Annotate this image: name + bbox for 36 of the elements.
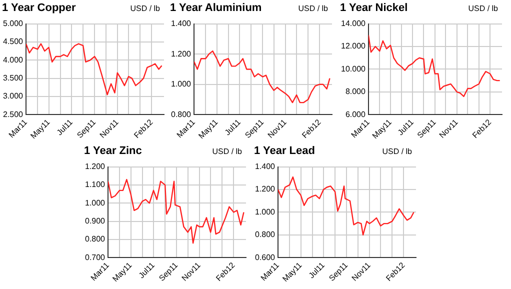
chart-title: 1 Year Nickel (340, 2, 408, 14)
y-axis-title: USD / lb (382, 147, 412, 156)
y-axis-title: USD / lb (298, 4, 328, 13)
y-tick-label: 0.900 (84, 216, 106, 226)
y-tick-label: 5.000 (2, 19, 24, 28)
y-axis-title: USD / lb (212, 147, 242, 156)
y-tick-label: 4.500 (2, 37, 24, 46)
chart-title: 1 Year Copper (2, 2, 76, 14)
y-tick-label: 1.400 (170, 19, 192, 28)
y-tick-label: 4.000 (2, 55, 24, 64)
chart-title: 1 Year Zinc (84, 145, 142, 157)
y-tick-label: 10.000 (341, 64, 366, 74)
y-tick-label: 0.800 (84, 234, 106, 244)
y-tick-label: 1.000 (170, 80, 192, 89)
y-tick-label: 1.100 (84, 180, 106, 190)
y-tick-label: 3.500 (2, 74, 24, 83)
y-tick-label: 0.700 (84, 252, 106, 262)
y-tick-label: 0.800 (254, 230, 276, 240)
y-tick-label: 8.000 (345, 87, 366, 96)
y-tick-label: 1.200 (170, 49, 192, 58)
y-tick-label: 1.000 (84, 198, 106, 208)
y-tick-label: 1.200 (84, 162, 106, 172)
y-axis-title: USD / lb (130, 4, 160, 13)
y-tick-label: 6.000 (345, 110, 366, 119)
y-tick-label: 2.500 (2, 110, 24, 119)
y-tick-label: 1.200 (254, 184, 276, 194)
y-axis-title: USD / lb (468, 4, 498, 13)
y-tick-label: 0.600 (254, 252, 276, 262)
y-tick-label: 12.000 (341, 42, 366, 51)
y-tick-label: 0.800 (170, 110, 192, 119)
y-tick-label: 1.400 (254, 162, 276, 172)
y-tick-label: 14.000 (341, 19, 366, 28)
chart-title: 1 Year Aluminium (170, 2, 262, 14)
y-tick-label: 1.000 (254, 207, 276, 216)
chart-title: 1 Year Lead (254, 145, 315, 157)
y-tick-label: 3.000 (2, 92, 24, 101)
